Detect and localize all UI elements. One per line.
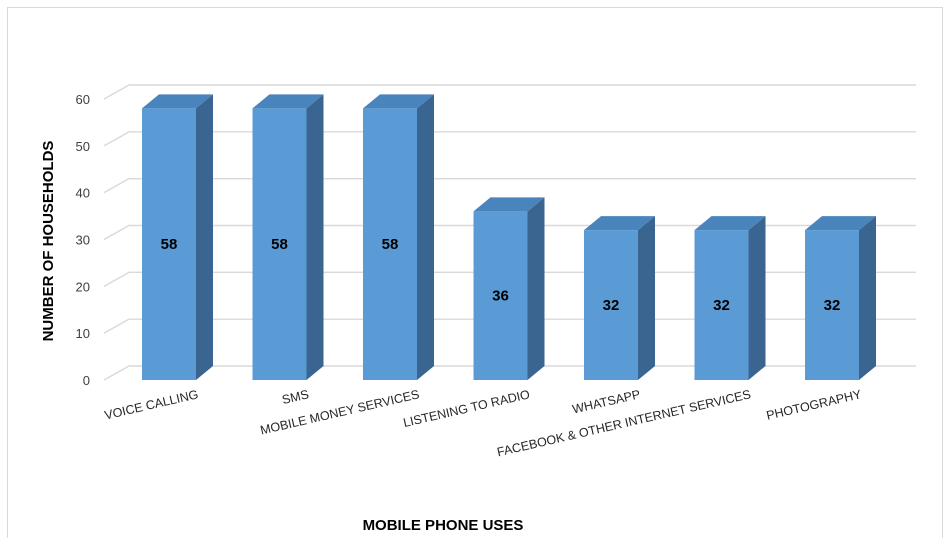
- y-tick-label: 30: [76, 233, 90, 248]
- bar: 32: [694, 216, 766, 380]
- category-label: SMS: [281, 387, 311, 407]
- gridline: [103, 177, 916, 194]
- bar-top: [363, 94, 434, 109]
- y-axis-ticks: 0 10 20 30 40 50 60: [76, 92, 90, 388]
- bar: 36: [473, 197, 545, 380]
- y-tick-label: 0: [83, 373, 90, 388]
- chart-frame: [7, 7, 943, 538]
- bar: 32: [584, 216, 655, 380]
- bar-side: [527, 197, 545, 380]
- y-tick-label: 50: [76, 139, 90, 154]
- data-label: 36: [492, 288, 509, 305]
- data-label: 58: [161, 236, 178, 253]
- x-axis-title: MOBILE PHONE USES: [363, 517, 524, 534]
- bar-front: [805, 230, 859, 380]
- category-label: PHOTOGRAPHY: [765, 387, 863, 423]
- bar-top: [252, 94, 324, 109]
- bar-top: [473, 197, 545, 212]
- gridlines: [103, 84, 916, 381]
- bar-front: [252, 108, 307, 380]
- bar-top: [584, 216, 655, 231]
- bar-front: [142, 108, 196, 380]
- bar-side: [748, 216, 766, 380]
- bar-side: [859, 216, 876, 380]
- y-tick-label: 60: [76, 92, 90, 107]
- category-label: WHATSAPP: [571, 387, 642, 416]
- data-label: 58: [271, 236, 288, 253]
- bar: 58: [142, 94, 213, 380]
- data-label: 32: [824, 297, 841, 314]
- y-tick-label: 20: [76, 279, 90, 294]
- bar: 32: [805, 216, 876, 380]
- bar-side: [306, 94, 324, 380]
- bar-top: [142, 94, 213, 109]
- data-label: 32: [603, 297, 620, 314]
- bar-top: [694, 216, 766, 231]
- data-label: 58: [382, 236, 399, 253]
- y-tick-label: 40: [76, 186, 90, 201]
- bars: 58 58 58 36 32 32 32: [142, 94, 876, 380]
- bar: 58: [252, 94, 324, 380]
- bar-side: [417, 94, 434, 380]
- category-label: VOICE CALLING: [103, 387, 200, 422]
- bar-front: [694, 230, 749, 380]
- bar-side: [196, 94, 213, 380]
- data-label: 32: [713, 297, 730, 314]
- bar-front: [473, 211, 528, 380]
- gridline: [103, 84, 916, 100]
- bar-side: [638, 216, 655, 380]
- y-axis-title: NUMBER OF HOUSEHOLDS: [40, 141, 57, 342]
- gridline: [103, 131, 916, 147]
- bar-front: [584, 230, 638, 380]
- bar-front: [363, 108, 417, 380]
- bar: 58: [363, 94, 434, 380]
- y-tick-label: 10: [76, 326, 90, 341]
- bar-top: [805, 216, 876, 231]
- category-label: LISTENING TO RADIO: [402, 387, 532, 430]
